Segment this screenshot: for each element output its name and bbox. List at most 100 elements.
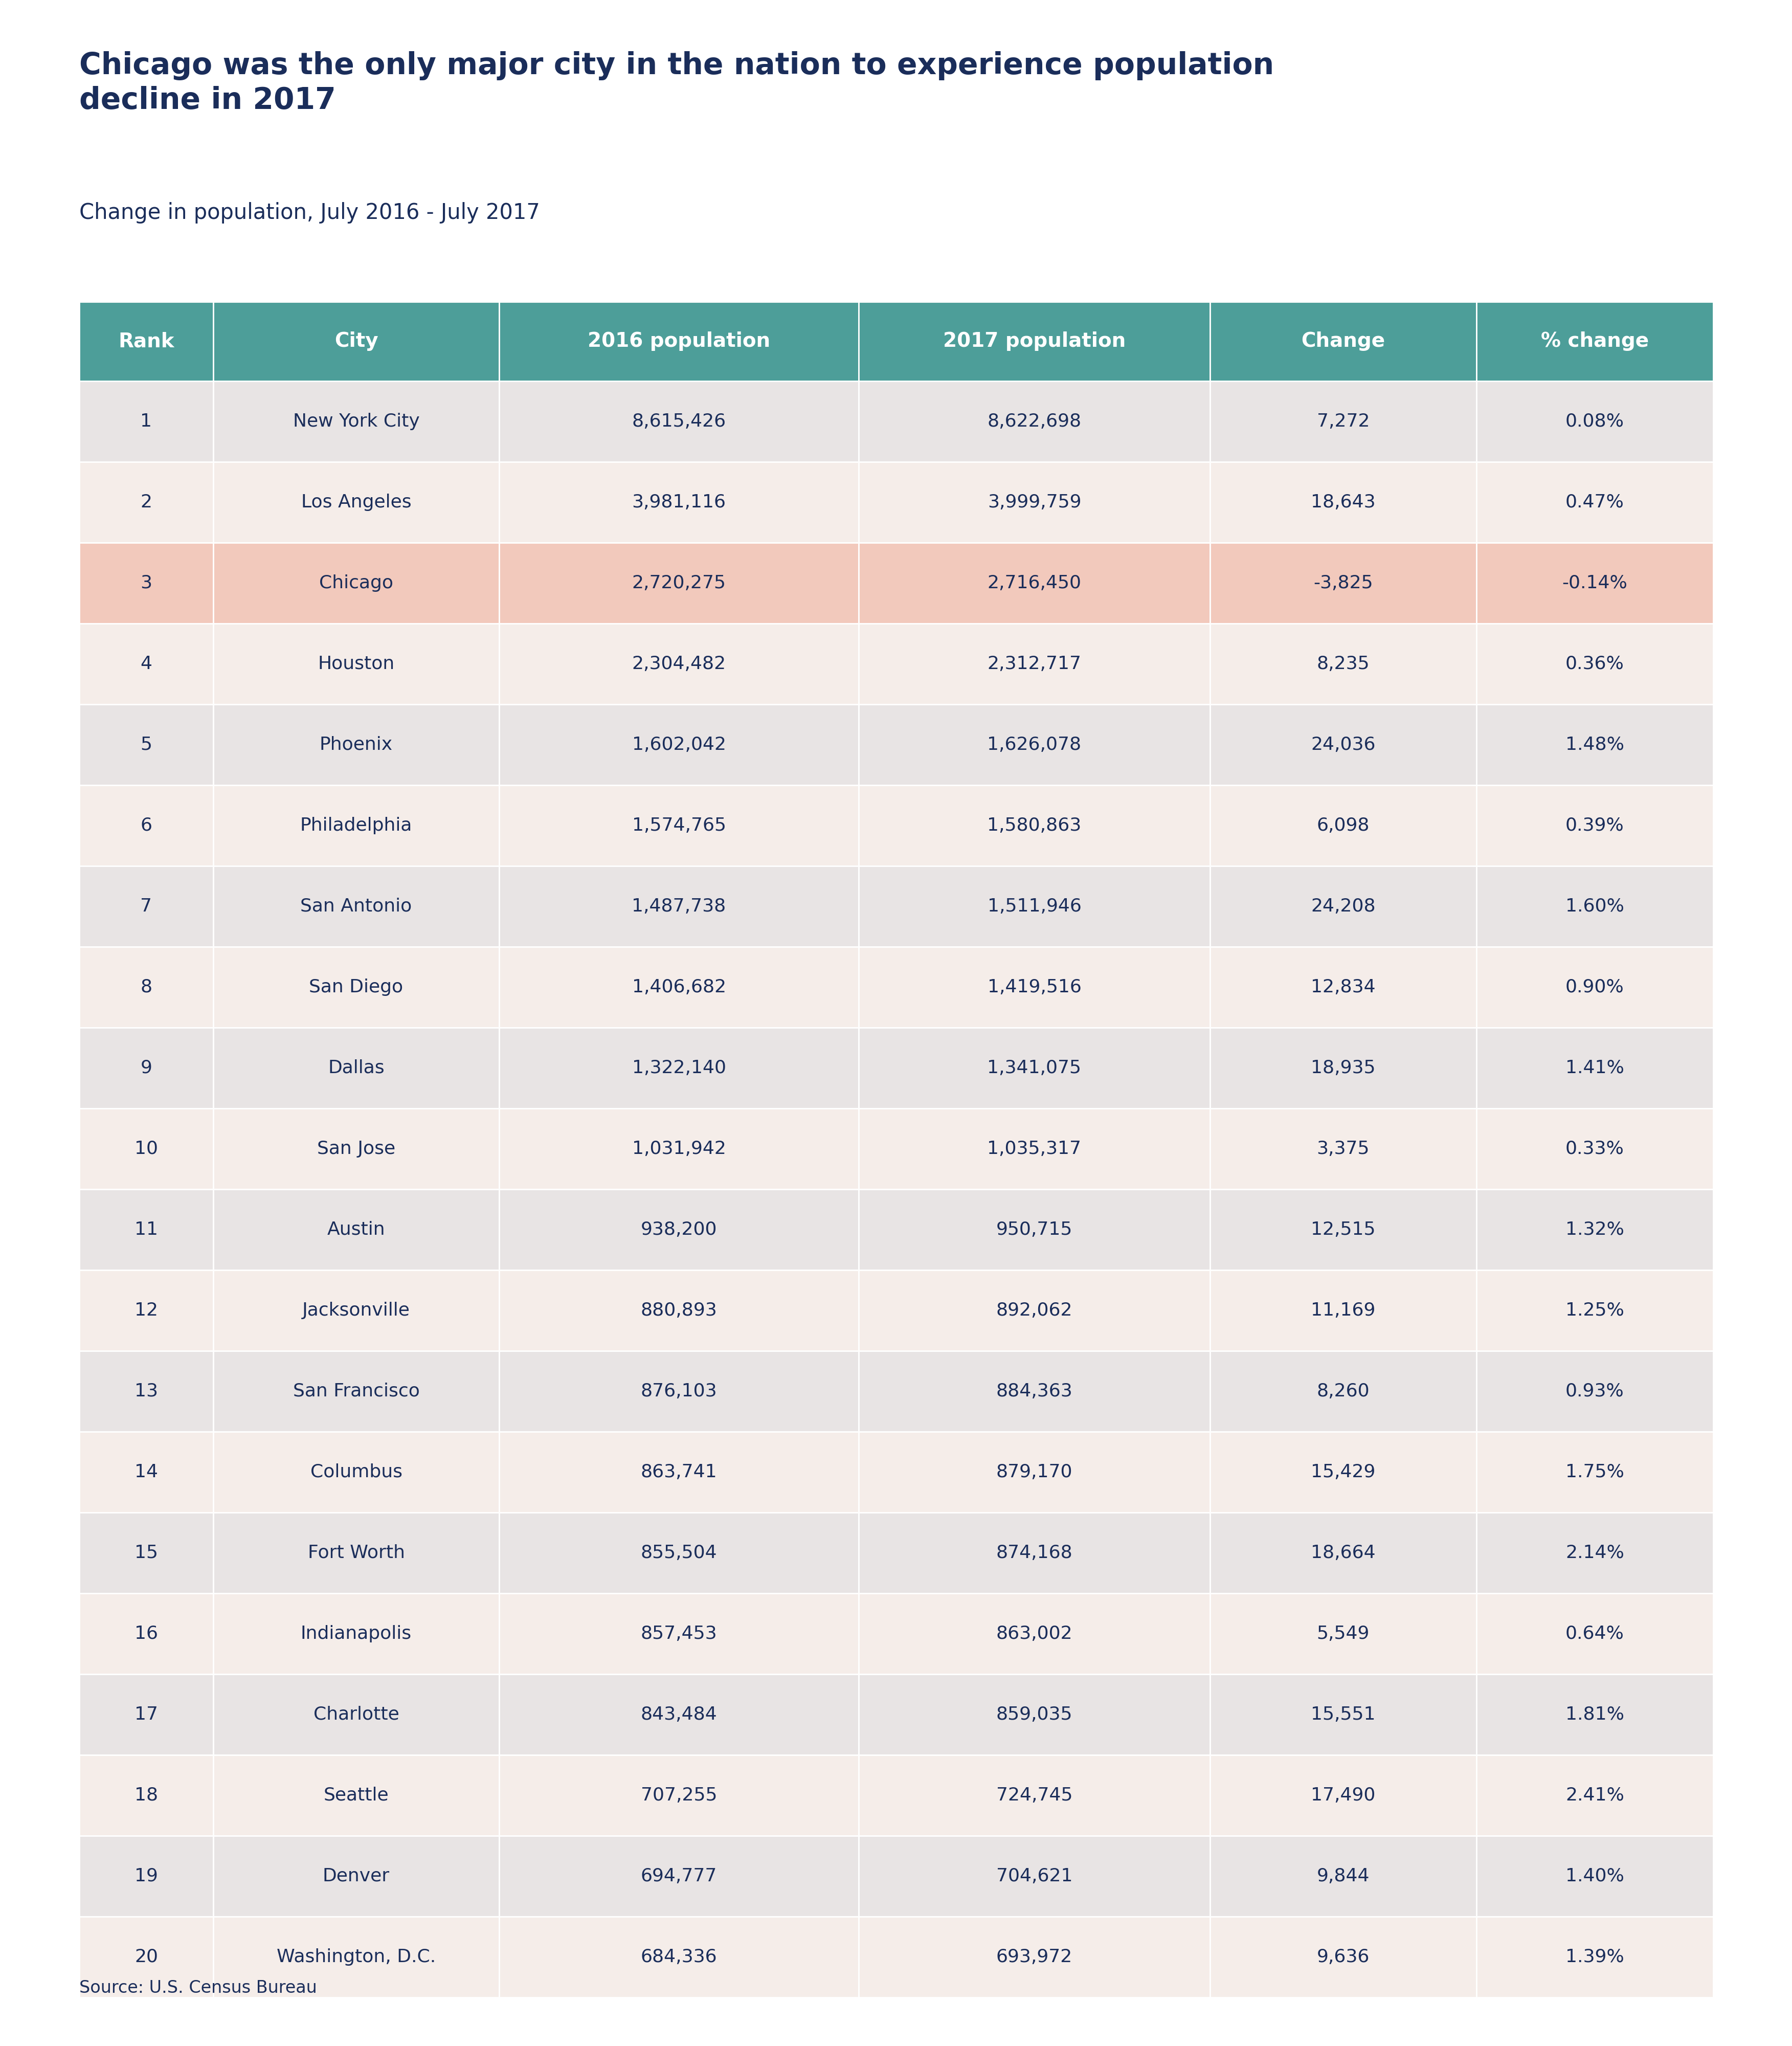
Bar [79,1432,213,1512]
Bar [1477,865,1713,947]
Text: 694,777: 694,777 [642,1868,717,1884]
Bar [1210,301,1477,381]
Bar [858,381,1210,462]
Bar [213,542,500,624]
Bar [1210,1109,1477,1189]
Bar [1210,1350,1477,1432]
Bar [1477,1917,1713,1997]
Bar [500,301,858,381]
Bar [1477,1189,1713,1271]
Text: 8,260: 8,260 [1317,1383,1369,1399]
Bar [213,1755,500,1835]
Bar [1210,1432,1477,1512]
Bar [500,624,858,704]
Text: New York City: New York City [292,413,419,430]
Bar [1477,542,1713,624]
Bar [1210,947,1477,1027]
Bar [1477,1512,1713,1594]
Bar [79,542,213,624]
Text: 8: 8 [140,978,152,996]
Bar [79,1109,213,1189]
Text: 3: 3 [140,575,152,591]
Bar [858,1189,1210,1271]
Text: 724,745: 724,745 [996,1786,1073,1805]
Text: 1.25%: 1.25% [1566,1301,1624,1320]
Text: 1.48%: 1.48% [1566,737,1624,753]
Bar [79,462,213,542]
Text: 938,200: 938,200 [642,1221,717,1238]
Text: 1.32%: 1.32% [1566,1221,1624,1238]
Text: -0.14%: -0.14% [1563,575,1627,591]
Text: 18: 18 [134,1786,158,1805]
Bar [79,1027,213,1109]
Text: 2.41%: 2.41% [1566,1786,1624,1805]
Text: 18,664: 18,664 [1310,1545,1376,1561]
Text: Fort Worth: Fort Worth [308,1545,405,1561]
Text: 1.39%: 1.39% [1566,1948,1624,1966]
Bar [1210,1674,1477,1755]
Bar [213,1835,500,1917]
Bar [1477,1109,1713,1189]
Bar [858,301,1210,381]
Bar [1477,381,1713,462]
Text: 12,515: 12,515 [1310,1221,1376,1238]
Bar [858,1027,1210,1109]
Bar [213,1917,500,1997]
Text: 17: 17 [134,1706,158,1723]
Text: 24,208: 24,208 [1310,898,1376,915]
Bar [1210,381,1477,462]
Text: 0.47%: 0.47% [1566,493,1624,511]
Text: 1,419,516: 1,419,516 [987,978,1081,996]
Bar [858,1594,1210,1674]
Bar [500,1512,858,1594]
Text: 18,643: 18,643 [1310,493,1376,511]
Text: 8,615,426: 8,615,426 [633,413,726,430]
Text: 1,574,765: 1,574,765 [633,816,726,835]
Bar [858,1350,1210,1432]
Text: 876,103: 876,103 [642,1383,717,1399]
Bar [79,1594,213,1674]
Text: 15: 15 [134,1545,158,1561]
Text: 1,322,140: 1,322,140 [633,1060,726,1076]
Text: 859,035: 859,035 [996,1706,1073,1723]
Text: 24,036: 24,036 [1310,737,1376,753]
Bar [500,1027,858,1109]
Text: 874,168: 874,168 [996,1545,1073,1561]
Text: 9,636: 9,636 [1317,1948,1369,1966]
Text: 19: 19 [134,1868,158,1884]
Bar [1477,1674,1713,1755]
Text: 863,741: 863,741 [642,1463,717,1481]
Bar [500,1674,858,1755]
Text: 1,580,863: 1,580,863 [987,816,1081,835]
Bar [1210,786,1477,865]
Text: 20: 20 [134,1948,158,1966]
Text: Seattle: Seattle [324,1786,389,1805]
Text: 0.36%: 0.36% [1566,655,1624,673]
Text: 5,549: 5,549 [1317,1625,1369,1643]
Bar [213,865,500,947]
Text: Source: U.S. Census Bureau: Source: U.S. Census Bureau [79,1981,317,1997]
Bar [1210,624,1477,704]
Text: 8,235: 8,235 [1317,655,1369,673]
Text: 2,312,717: 2,312,717 [987,655,1081,673]
Bar [500,1755,858,1835]
Text: 18,935: 18,935 [1310,1060,1376,1076]
Text: 6: 6 [140,816,152,835]
Bar [213,1594,500,1674]
Bar [858,1835,1210,1917]
Bar [1210,1189,1477,1271]
Bar [858,1674,1210,1755]
Text: 7: 7 [140,898,152,915]
Bar [858,624,1210,704]
Text: 1.60%: 1.60% [1566,898,1624,915]
Bar [858,1109,1210,1189]
Bar [500,1271,858,1350]
Bar [500,1189,858,1271]
Text: 892,062: 892,062 [996,1301,1073,1320]
Text: Denver: Denver [323,1868,389,1884]
Text: 1.40%: 1.40% [1566,1868,1624,1884]
Bar [500,1109,858,1189]
Bar [858,462,1210,542]
Text: Chicago: Chicago [319,575,392,591]
Text: 2,716,450: 2,716,450 [987,575,1081,591]
